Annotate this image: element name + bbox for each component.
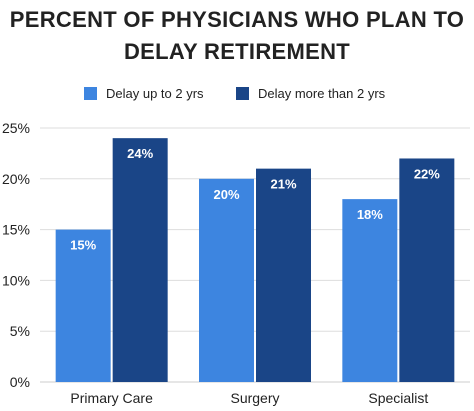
chart-title-line-1: PERCENT OF PHYSICIANS WHO PLAN TO [9,7,465,32]
bar-data-label: 22% [414,166,440,181]
bar-delay-more-than-2-yrs [256,168,311,382]
bars: 15% 24% 20% 21% 18% 22% [55,138,455,382]
y-tick-label: 25% [2,120,30,136]
y-axis-tick-labels: 0% 5% 10% 15% 20% 25% [2,120,30,390]
gridlines [40,127,470,383]
bar-data-label: 15% [70,238,96,253]
bar-data-label: 24% [127,146,153,161]
bar-data-label: 21% [270,177,296,192]
x-axis-category-labels: Primary Care Surgery Specialist [70,390,428,406]
legend-swatch [84,87,97,100]
legend-label: Delay up to 2 yrs [106,86,204,101]
y-tick-label: 20% [2,171,30,187]
bar-data-label: 20% [213,187,239,202]
bar-delay-more-than-2-yrs [112,138,168,382]
y-tick-label: 0% [10,374,30,390]
y-tick-label: 5% [10,323,30,339]
bar-delay-more-than-2-yrs [399,158,455,382]
bar-delay-up-to-2-yrs [55,229,111,382]
chart-title: PERCENT OF PHYSICIANS WHO PLAN TO DELAY … [0,4,474,68]
legend-swatch [236,87,249,100]
y-tick-label: 10% [2,272,30,288]
bar-delay-up-to-2-yrs [199,178,254,382]
chart-title-line-2: DELAY RETIREMENT [123,39,351,64]
bar-delay-up-to-2-yrs [342,199,398,382]
x-category-label: Surgery [230,390,279,406]
y-tick-label: 15% [2,222,30,238]
legend: Delay up to 2 yrs Delay more than 2 yrs [84,86,386,101]
x-category-label: Primary Care [70,390,153,406]
x-category-label: Specialist [368,390,428,406]
bar-data-label: 18% [357,207,383,222]
legend-label: Delay more than 2 yrs [258,86,386,101]
